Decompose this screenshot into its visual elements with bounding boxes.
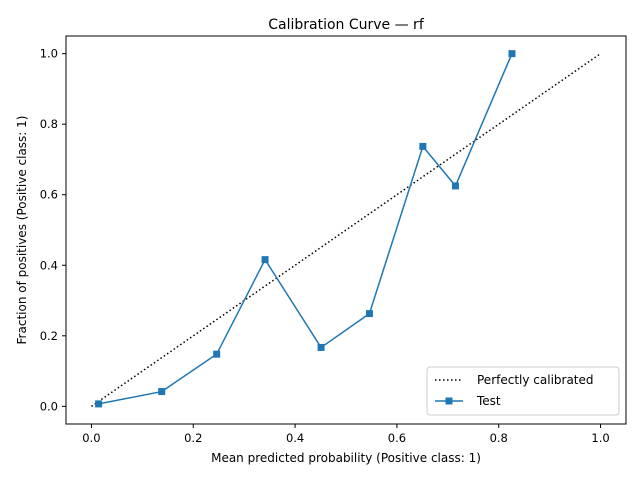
x-tick-label: 0.2: [184, 431, 202, 445]
y-tick-label: 0.2: [40, 329, 58, 343]
y-tick-label: 1.0: [40, 47, 58, 61]
legend-swatch-test-marker: [445, 397, 453, 405]
perfectly-calibrated-line: [91, 53, 601, 407]
x-tick-label: 1.0: [591, 431, 609, 445]
x-tick-label: 0.8: [490, 431, 508, 445]
y-axis-ticks: 0.0 0.2 0.4 0.6 0.8 1.0: [40, 47, 66, 413]
y-tick-label: 0.0: [40, 399, 58, 413]
x-axis-ticks: 0.0 0.2 0.4 0.6 0.8 1.0: [82, 424, 610, 445]
test-point-marker: [317, 343, 325, 351]
test-point-marker: [213, 350, 221, 358]
x-axis-label: Mean predicted probability (Positive cla…: [211, 451, 481, 465]
plot-area: [91, 50, 601, 408]
legend-label-test: Test: [476, 394, 501, 408]
legend-label-perfect: Perfectly calibrated: [477, 373, 594, 387]
x-tick-label: 0.6: [388, 431, 406, 445]
chart-title: Calibration Curve — rf: [268, 17, 425, 33]
test-point-marker: [261, 256, 269, 264]
test-point-marker: [508, 50, 516, 58]
test-point-marker: [95, 400, 103, 408]
x-tick-label: 0.4: [286, 431, 304, 445]
test-point-marker: [451, 182, 459, 190]
y-tick-label: 0.8: [40, 117, 58, 131]
y-tick-label: 0.6: [40, 188, 58, 202]
y-axis-label: Fraction of positives (Positive class: 1…: [15, 116, 29, 345]
test-point-marker: [158, 388, 166, 396]
test-point-marker: [365, 310, 373, 318]
test-point-marker: [419, 142, 427, 150]
legend: Perfectly calibrated Test: [426, 366, 620, 416]
x-tick-label: 0.0: [82, 431, 100, 445]
y-tick-label: 0.4: [40, 258, 58, 272]
legend-box: [426, 366, 620, 416]
test-series-line: [98, 53, 513, 405]
plot-frame: [65, 35, 627, 425]
